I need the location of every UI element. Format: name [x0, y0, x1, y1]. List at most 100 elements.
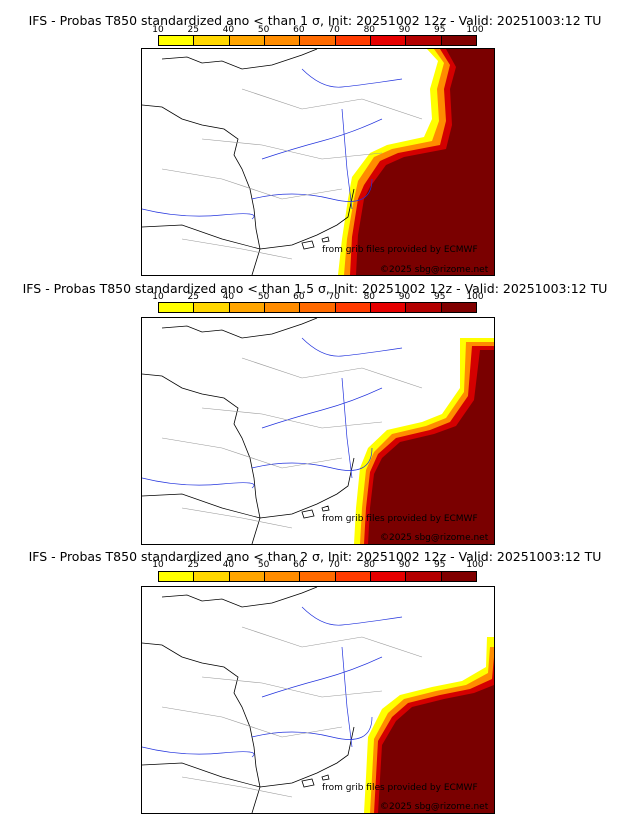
colorbar-ticks: 10 25 40 50 60 70 80 90 95 100	[152, 292, 483, 304]
admin-border	[161, 88, 423, 260]
colorbar-tick: 95	[434, 560, 446, 570]
colorbar-tick: 60	[293, 292, 305, 302]
colorbar-segment	[406, 36, 442, 45]
colorbar-tick: 10	[152, 292, 164, 302]
country-border	[142, 493, 261, 519]
colorbar-tick: 80	[363, 292, 376, 302]
colorbar-segment	[159, 36, 195, 45]
coastline	[161, 318, 318, 339]
colorbar-tick: 80	[363, 560, 376, 570]
source-credit: from grib files provided by ECMWF	[322, 514, 478, 524]
colorbar-tick: 25	[187, 292, 199, 302]
colorbar-segment	[264, 303, 301, 312]
coastline	[161, 49, 318, 70]
probability-map	[141, 48, 495, 276]
colorbar-segment	[406, 572, 442, 581]
colorbar-tick: 70	[328, 292, 340, 302]
colorbar-segment	[370, 36, 407, 45]
colorbar-segment	[300, 303, 336, 312]
coastline	[259, 188, 355, 250]
admin-border	[161, 626, 423, 798]
probability-area-darkred	[356, 49, 494, 275]
colorbar-segment	[159, 572, 195, 581]
colorbar-tick: 80	[363, 25, 376, 35]
colorbar-segment	[229, 572, 265, 581]
coastline	[142, 373, 261, 544]
colorbar-ticks: 10 25 40 50 60 70 80 90 95 100	[152, 560, 483, 572]
colorbar-tick: 10	[152, 25, 164, 35]
colorbar-segment	[194, 303, 230, 312]
river	[261, 118, 383, 160]
colorbar-segment	[229, 303, 265, 312]
river	[261, 656, 383, 698]
colorbar	[158, 302, 477, 313]
river	[301, 337, 403, 357]
river	[301, 68, 403, 88]
river	[142, 477, 255, 489]
colorbar-segment	[441, 572, 476, 581]
river	[341, 646, 353, 748]
river	[142, 746, 255, 758]
coastline	[161, 587, 318, 608]
river	[142, 208, 255, 220]
colorbar-segment	[194, 36, 230, 45]
river	[341, 377, 353, 479]
colorbar-segment	[300, 572, 336, 581]
colorbar-tick: 60	[293, 560, 305, 570]
colorbar-segment	[264, 36, 301, 45]
colorbar	[158, 571, 477, 582]
island	[301, 505, 330, 519]
colorbar-segment	[264, 572, 301, 581]
source-credit: from grib files provided by ECMWF	[322, 245, 478, 255]
colorbar-segment	[406, 303, 442, 312]
panel-title: IFS - Probas T850 standardized ano < tha…	[22, 281, 608, 296]
island	[301, 236, 330, 250]
colorbar-tick: 100	[466, 25, 484, 35]
coastline	[259, 726, 355, 788]
colorbar-tick: 70	[328, 560, 340, 570]
copyright-credit: ©2025 sbg@rizome.net	[380, 802, 489, 812]
map-canvas	[142, 587, 494, 813]
colorbar-segment	[194, 572, 230, 581]
map-canvas	[142, 318, 494, 544]
probability-area-darkred	[378, 665, 494, 813]
island	[301, 774, 330, 788]
colorbar-segment	[370, 303, 407, 312]
coastline	[259, 457, 355, 519]
colorbar-tick: 95	[434, 25, 446, 35]
colorbar-segment	[159, 303, 195, 312]
colorbar-segment	[335, 36, 371, 45]
river	[251, 716, 373, 740]
coastline	[142, 642, 261, 813]
colorbar-tick: 90	[398, 560, 411, 570]
river	[301, 606, 403, 626]
coastline	[142, 104, 261, 275]
colorbar-tick: 60	[293, 25, 305, 35]
colorbar-tick: 100	[466, 560, 484, 570]
colorbar-tick: 25	[187, 560, 199, 570]
colorbar-tick: 100	[466, 292, 484, 302]
colorbar-segment	[441, 303, 476, 312]
colorbar-tick: 70	[328, 25, 340, 35]
colorbar	[158, 35, 477, 46]
copyright-credit: ©2025 sbg@rizome.net	[380, 533, 489, 543]
river	[341, 108, 353, 210]
panel-title: IFS - Probas T850 standardized ano < tha…	[28, 13, 602, 28]
colorbar-tick: 10	[152, 560, 164, 570]
colorbar-tick: 90	[398, 25, 411, 35]
colorbar-tick: 25	[187, 25, 199, 35]
probability-map	[141, 317, 495, 545]
source-credit: from grib files provided by ECMWF	[322, 783, 478, 793]
country-border	[142, 762, 261, 788]
river	[251, 447, 373, 471]
colorbar-segment	[300, 36, 336, 45]
river	[251, 178, 373, 202]
copyright-credit: ©2025 sbg@rizome.net	[380, 265, 489, 275]
colorbar-tick: 40	[222, 292, 235, 302]
colorbar-tick: 40	[222, 25, 235, 35]
admin-border	[161, 357, 423, 529]
colorbar-segment	[370, 572, 407, 581]
colorbar-tick: 50	[257, 292, 270, 302]
river	[261, 387, 383, 429]
colorbar-segment	[335, 572, 371, 581]
